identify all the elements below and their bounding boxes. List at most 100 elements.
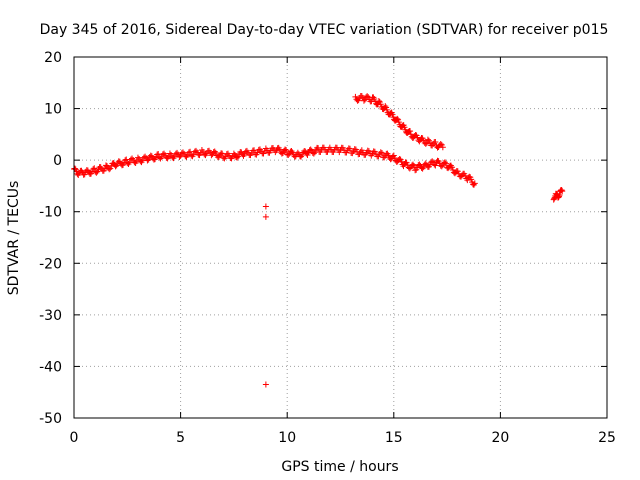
data-point [406,165,413,172]
data-point [439,144,446,151]
data-point [404,161,411,168]
data-point [254,149,261,156]
series-outliers [262,203,269,388]
data-point [401,124,408,131]
data-point [91,165,98,172]
data-point [394,115,401,122]
data-point [470,181,477,188]
data-point [429,158,436,165]
data-point [285,152,292,159]
data-point [389,111,396,118]
data-point [409,161,416,168]
data-point [241,150,248,157]
x-tick-label: 15 [385,430,403,446]
data-point [360,97,367,104]
data-point [288,147,295,154]
data-point [208,152,215,159]
data-point [443,160,450,167]
data-point [364,93,371,100]
data-point [377,101,384,108]
x-tick-label: 10 [278,430,296,446]
data-point [420,137,427,144]
data-point [307,146,314,153]
data-point [282,146,289,153]
x-tick-label: 0 [70,430,79,446]
data-point [129,155,136,162]
x-tick-labels: 0 5 10 15 20 25 [70,430,616,446]
data-point [425,137,432,144]
data-point [112,163,119,170]
data-point [158,153,165,160]
data-point [211,148,218,155]
data-point [462,172,469,179]
y-tick-label: 10 [44,102,62,118]
data-point [377,149,384,156]
data-point [378,149,385,156]
data-point [551,195,558,202]
y-tick-label: -30 [39,308,62,324]
data-point [107,165,114,172]
data-point [145,156,152,163]
data-point [437,141,444,148]
data-point [94,168,101,175]
x-tick-label: 25 [598,430,616,446]
data-point [219,150,226,157]
data-point [184,151,191,158]
data-point [106,166,113,173]
data-point [424,136,431,143]
data-point [438,163,445,170]
data-point [310,150,317,157]
chart-title: Day 345 of 2016, Sidereal Day-to-day VTE… [40,22,609,38]
data-point [448,164,455,171]
data-point [144,157,151,164]
data-point [471,180,478,187]
data-point [262,213,269,220]
data-point [432,162,439,169]
data-point [283,147,290,154]
data-point [212,149,219,156]
data-point [395,119,402,126]
data-point [315,145,322,152]
data-point [432,138,439,145]
x-tick-label: 5 [176,430,185,446]
data-point [556,193,563,200]
data-point [235,153,242,160]
data-point [166,150,173,157]
data-point [419,165,426,172]
data-point [411,162,418,169]
data-point [559,188,566,195]
axis-ticks [73,56,608,419]
series-main-band [71,144,478,188]
data-points [71,93,566,388]
data-point [385,152,392,159]
data-point [289,149,296,156]
data-point [81,171,88,178]
y-tick-label: 0 [53,153,62,169]
data-point [553,190,560,197]
data-point [441,159,448,166]
data-point [171,153,178,160]
data-point [200,148,207,155]
x-axis-label: GPS time / hours [281,459,398,475]
y-tick-label: -10 [39,205,62,221]
plot-frame [73,56,608,419]
data-point [416,161,423,168]
x-tick-label: 20 [491,430,509,446]
y-tick-label: -50 [39,411,62,427]
y-tick-label: -20 [39,256,62,272]
data-point [113,162,120,169]
data-point [382,103,389,110]
y-tick-labels: 20 10 0 -10 -20 -30 -40 -50 [39,50,62,427]
data-point [234,154,241,161]
data-point [154,151,161,158]
data-point [391,154,398,161]
data-point [454,168,461,175]
data-point [230,150,237,157]
data-point [176,153,183,160]
data-point [464,177,471,184]
series-upper-branch [352,93,446,151]
data-point [134,154,141,161]
data-point [457,173,464,180]
data-point [93,169,100,176]
